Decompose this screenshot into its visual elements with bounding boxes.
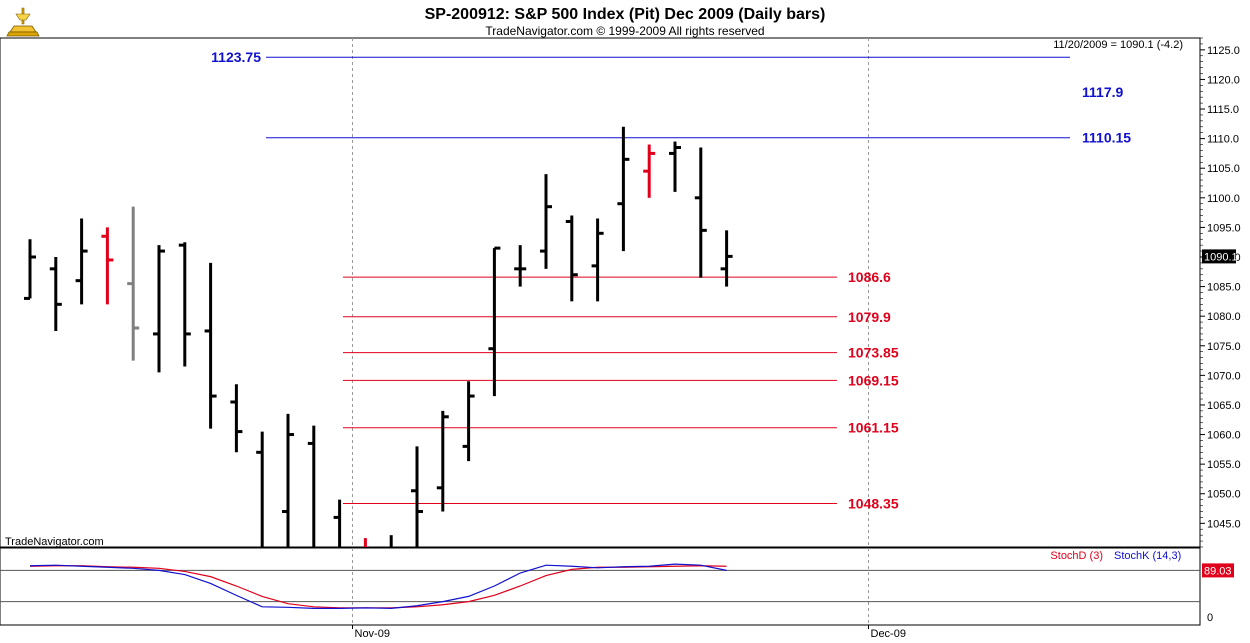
ohlc-bar — [24, 239, 36, 300]
ohlc-bar — [127, 206, 140, 361]
price-axis: 1045.0 1050.0 1055.0 1060.0 1065.0 1070.0 1075… — [1200, 37, 1241, 548]
price-bars — [24, 126, 733, 547]
ohlc-bar — [282, 413, 294, 547]
ohlc-bar — [230, 384, 243, 453]
stoch-tick-label: 0 — [1207, 612, 1213, 624]
last-price-box — [1202, 249, 1236, 264]
fib-level-label: 1110.15 — [1082, 130, 1131, 146]
price-tick-label: 1055.0 — [1207, 459, 1241, 471]
price-tick-label: 1080.0 — [1207, 311, 1241, 323]
ohlc-bar — [153, 245, 165, 373]
date-gridlines — [352, 38, 869, 625]
ohlc-bar — [307, 425, 316, 547]
stochastic-lines: 089.03 — [0, 563, 1234, 624]
ohlc-bar — [617, 126, 630, 252]
date-label: Dec-09 — [871, 628, 906, 640]
legend-stochK: StochK (14,3) — [1114, 550, 1181, 562]
ohlc-bar — [75, 218, 88, 305]
price-tick-label: 1085.0 — [1207, 282, 1241, 294]
ohlc-bar — [591, 218, 604, 302]
stochastic-legend: StochD (3) StochK (14,3) — [1050, 550, 1181, 562]
price-panel — [0, 37, 1201, 548]
ohlc-bar — [411, 446, 423, 547]
price-tick-label: 1075.0 — [1207, 341, 1241, 353]
last-price-label: 1090.1 — [1204, 251, 1238, 263]
price-tick-label: 1065.0 — [1207, 400, 1241, 412]
fib-level-label: 1073.85 — [848, 345, 899, 361]
fib-levels: 1123.75 1110.15 1086.6 1079.9 1073.85 1069.15… — [211, 49, 1131, 511]
fib-level-label: 1048.35 — [848, 495, 899, 511]
ohlc-bar — [389, 535, 393, 547]
watermark: TradeNavigator.com — [5, 536, 104, 548]
price-tick-label: 1050.0 — [1207, 489, 1241, 501]
ohlc-bar — [565, 215, 578, 302]
ohlc-bar — [540, 174, 552, 269]
ohlc-bar — [178, 242, 191, 367]
chart-title: SP-200912: S&P 500 Index (Pit) Dec 2009 … — [425, 6, 826, 23]
fib-level-label: 1079.9 — [848, 309, 891, 325]
ohlc-bar — [720, 230, 733, 287]
date-label: Nov-09 — [355, 628, 390, 640]
price-tick-label: 1115.0 — [1207, 104, 1239, 116]
ohlc-bar — [643, 144, 656, 198]
price-tick-label: 1070.0 — [1207, 370, 1241, 382]
price-tick-label: 1105.0 — [1207, 163, 1240, 175]
ohlc-bar — [436, 410, 449, 512]
ohlc-bar — [101, 227, 114, 305]
ohlc-bar — [462, 381, 475, 462]
fib-level-label: 1086.6 — [848, 269, 891, 285]
level-annotation: 1117.9 — [1082, 84, 1123, 100]
price-tick-label: 1125.0 — [1207, 45, 1240, 57]
price-tick-label: 1110.0 — [1207, 134, 1239, 146]
ohlc-bar — [256, 431, 264, 547]
ohlc-bar — [488, 246, 501, 397]
price-tick-label: 1120.0 — [1207, 74, 1240, 86]
ohlc-bar — [204, 262, 217, 429]
ohlc-bar — [694, 147, 707, 278]
ohlc-bar — [669, 141, 681, 192]
fib-level-label: 1069.15 — [848, 372, 899, 388]
copyright-text: TradeNavigator.com © 1999-2009 All right… — [485, 24, 764, 38]
price-tick-label: 1100.0 — [1207, 193, 1240, 205]
price-tick-label: 1060.0 — [1207, 430, 1241, 442]
legend-stochD: StochD (3) — [1050, 550, 1103, 562]
date-axis: Nov-09 Dec-09 — [352, 625, 906, 640]
stochK-line — [29, 563, 727, 609]
stoch-last-box — [1202, 563, 1234, 578]
stochastic-panel — [0, 547, 1201, 626]
price-tick-label: 1095.0 — [1207, 222, 1241, 234]
ohlc-bar — [363, 538, 367, 547]
price-tick-label: 1045.0 — [1207, 518, 1241, 530]
fib-level-label: 1123.75 — [211, 49, 261, 65]
sextant-icon — [6, 7, 40, 37]
last-price-info: 11/20/2009 = 1090.1 (-4.2) — [1053, 39, 1183, 51]
ohlc-bar — [333, 499, 342, 547]
ohlc-bar — [49, 256, 62, 331]
stoch-last-label: 89.03 — [1204, 565, 1232, 577]
ohlc-bar — [514, 245, 527, 287]
fib-level-label: 1061.15 — [848, 420, 899, 436]
